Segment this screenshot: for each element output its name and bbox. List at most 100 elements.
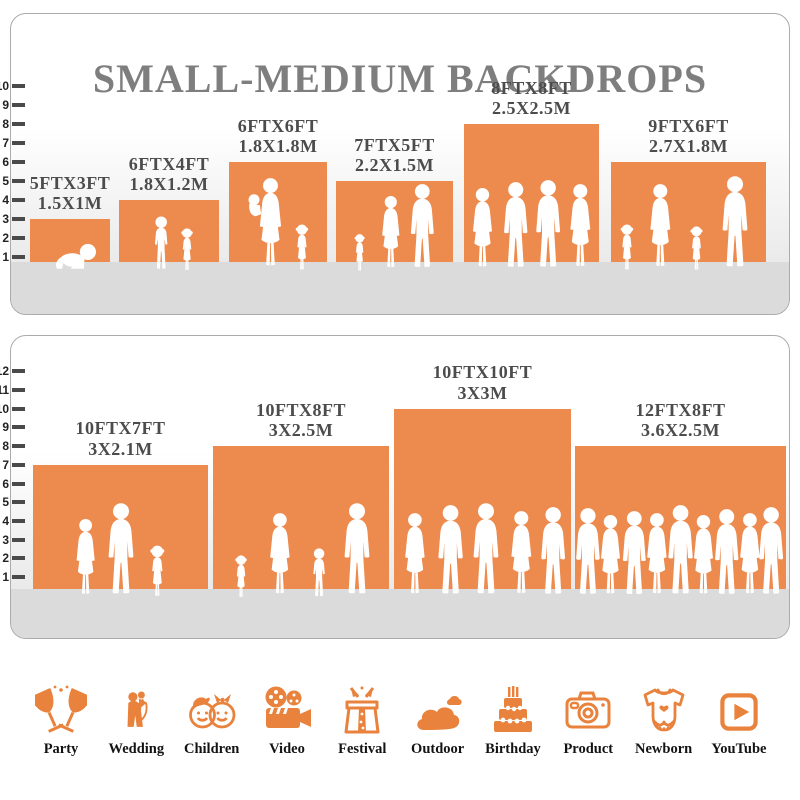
ruler-tick [12, 160, 25, 164]
backdrop-bar: 10FTX7FT 3X2.1M [33, 418, 208, 589]
backdrop-size-label: 7FTX5FT 2.2X1.5M [354, 135, 435, 176]
ruler-tick-label: 10 [0, 401, 9, 416]
person-silhouette-man [714, 175, 756, 275]
ruler-tick-label: 7 [2, 457, 9, 472]
size-m-label: 2.7X1.8M [648, 136, 728, 157]
ruler-tick-label: 5 [2, 495, 9, 510]
ruler-tick-label: 7 [2, 136, 9, 150]
ruler-tick-label: 3 [2, 212, 9, 226]
festival-icon [344, 686, 380, 734]
ruler-tick-label: 10 [0, 79, 9, 93]
size-ft-label: 6FTX4FT [128, 153, 210, 174]
ruler-tick [12, 198, 25, 202]
person-silhouette-boy [307, 547, 331, 602]
backdrop-bar: 7FTX5FT 2.2X1.5M [336, 135, 453, 262]
ruler-tick [12, 388, 25, 392]
children-icon-wrap [186, 680, 238, 736]
size-ft-label: 8FTX8FT [491, 77, 572, 98]
person-silhouette-girl [290, 223, 314, 275]
ruler-tick-label: 8 [2, 439, 9, 454]
ruler-tick-label: 4 [2, 193, 9, 207]
person-silhouette-womanbaby [245, 177, 292, 275]
size-m-label: 2.2X1.5M [354, 155, 434, 176]
ruler-tick-label: 6 [2, 476, 9, 491]
backdrop-bar: 6FTX6FT 1.8X1.8M [229, 116, 327, 262]
person-silhouette-man [465, 502, 507, 602]
ruler-tick [12, 518, 25, 523]
category-label: Festival [338, 741, 387, 757]
newborn-icon [643, 688, 685, 732]
category-festival: Festival [325, 658, 399, 758]
category-outdoor: Outdoor [401, 658, 475, 758]
backdrop-size-label: 9FTX6FT 2.7X1.8M [648, 116, 729, 157]
backdrop-size-label: 8FTX8FT 2.5X2.5M [491, 78, 572, 119]
size-m-label: 3.6X2.5M [640, 420, 720, 441]
size-ft-label: 10FTX8FT [255, 399, 347, 420]
category-label: Wedding [108, 741, 165, 757]
size-m-label: 3X2.1M [88, 439, 153, 460]
backdrop-bar: 6FTX4FT 1.8X1.2M [119, 154, 219, 262]
person-silhouette-girl [615, 223, 639, 275]
backdrop-size-label: 6FTX6FT 1.8X1.8M [238, 116, 319, 157]
ruler-tick-label: 2 [2, 231, 9, 245]
category-newborn: Newborn [627, 658, 701, 758]
panel-small-backdrops: SMALL-MEDIUM BACKDROPS 1 2 3 4 5 6 7 8 9 10 5FTX3F… [0, 13, 790, 315]
ruler-tick [12, 369, 25, 374]
backdrop-bar: 10FTX10FT 3X3M [394, 362, 571, 589]
ruler-tick [12, 122, 25, 126]
ruler-tick [12, 406, 25, 411]
backdrop-bar: 5FTX3FT 1.5X1M [30, 173, 110, 262]
backdrop-size-label: 10FTX8FT 3X2.5M [256, 400, 346, 441]
person-silhouette-girl [350, 233, 369, 275]
size-ft-label: 5FTX3FT [29, 172, 111, 193]
backdrop-size-label: 10FTX10FT 3X3M [433, 362, 533, 403]
ruler-tick-label: 2 [2, 551, 9, 566]
category-children: Children [175, 658, 249, 758]
category-label: Birthday [485, 741, 541, 757]
outdoor-icon [416, 696, 462, 730]
person-silhouette-woman [561, 183, 600, 275]
person-silhouette-woman [396, 512, 434, 602]
ruler-tick-label: 11 [0, 383, 9, 397]
size-ft-label: 6FTX6FT [237, 115, 319, 136]
party-icon [35, 685, 87, 733]
ruler-tick-label: 1 [2, 570, 9, 584]
ruler-tick [12, 575, 25, 579]
floor-strip [11, 262, 789, 314]
backdrop-bar: 10FTX8FT 3X2.5M [213, 400, 389, 589]
size-ft-label: 9FTX6FT [648, 115, 729, 136]
size-m-label: 3X2.5M [268, 420, 334, 441]
category-row: Party Wedding Children [24, 658, 776, 758]
ruler-tick [12, 179, 25, 183]
birthday-icon [493, 686, 532, 732]
category-label: YouTube [711, 741, 767, 757]
ruler-tick [12, 236, 25, 240]
category-product: Product [551, 658, 625, 758]
ruler-tick [12, 255, 25, 259]
ruler-tick [12, 141, 25, 145]
size-m-label: 2.5X2.5M [491, 98, 571, 119]
youtube-icon-wrap [715, 680, 763, 736]
person-silhouette-woman [261, 512, 299, 602]
size-ft-label: 12FTX8FT [635, 399, 726, 420]
ruler-tick-label: 5 [2, 174, 9, 188]
person-silhouette-boy [148, 215, 174, 275]
size-m-label: 1.8X1.8M [238, 136, 318, 157]
category-label: Outdoor [411, 741, 465, 757]
panel-medium-backdrops: 12345678910111210FTX7FT3X2.1M10FTX8FT3X2… [0, 335, 790, 639]
category-label: Newborn [635, 741, 693, 757]
category-wedding: Wedding [99, 658, 173, 758]
person-silhouette-woman [641, 183, 680, 275]
size-m-label: 1.5X1M [37, 193, 103, 214]
ruler-tick-label: 12 [0, 364, 9, 379]
ruler-tick-label: 4 [2, 513, 9, 528]
youtube-icon [720, 693, 758, 731]
person-silhouette-girl [144, 544, 171, 602]
ruler-tick [12, 103, 25, 107]
person-silhouette-woman [68, 518, 103, 602]
category-label: Product [563, 741, 614, 757]
category-label: Party [43, 741, 79, 757]
party-icon-wrap [35, 680, 87, 736]
wedding-icon [127, 691, 148, 727]
ruler-tick-label: 9 [2, 420, 9, 435]
